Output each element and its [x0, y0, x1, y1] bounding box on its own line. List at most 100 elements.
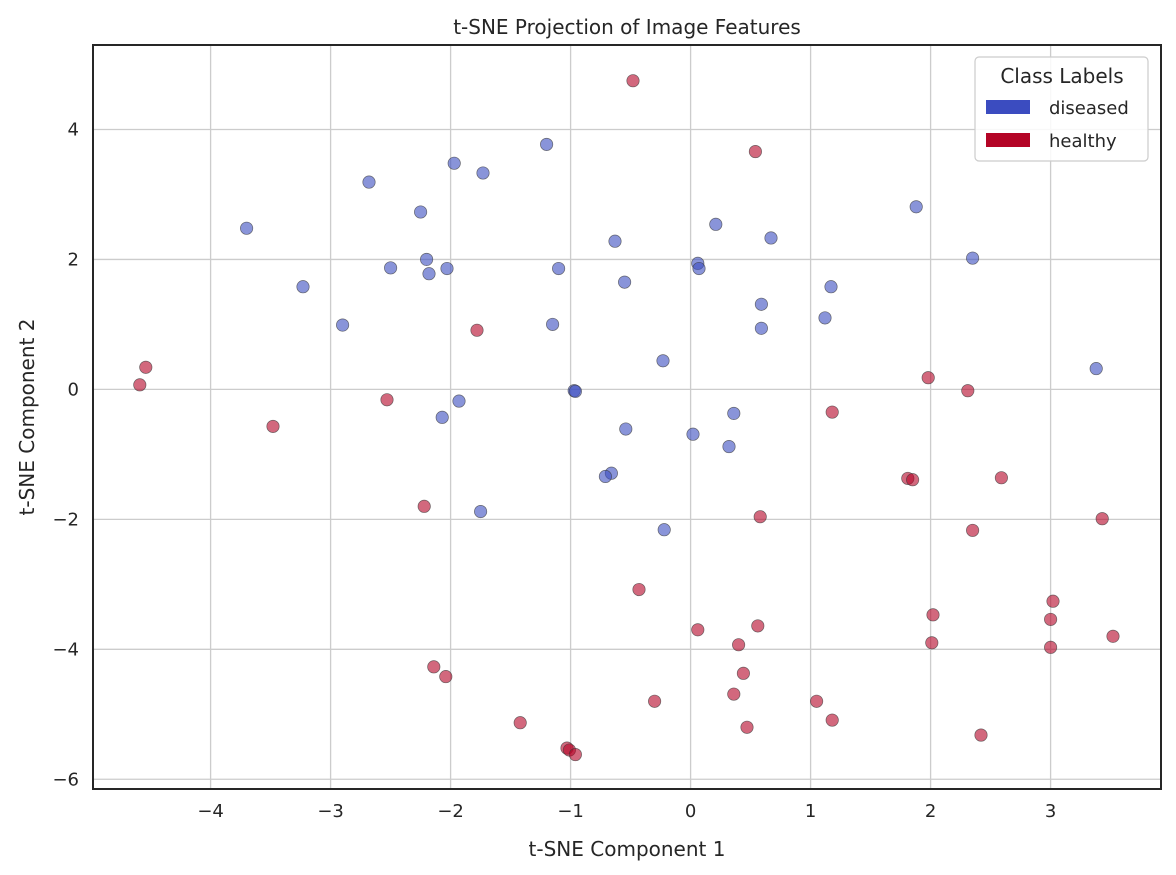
legend-swatch-diseased — [986, 100, 1030, 114]
chart-title: t-SNE Projection of Image Features — [453, 15, 801, 39]
scatter-point-diseased — [754, 321, 768, 335]
y-tick-label: 4 — [68, 119, 79, 140]
legend: Class Labels diseased healthy — [974, 56, 1149, 162]
scatter-point-healthy — [427, 660, 441, 674]
scatter-point-diseased — [384, 261, 398, 275]
scatter-point-healthy — [139, 360, 153, 374]
x-axis-label: t-SNE Component 1 — [529, 837, 726, 861]
x-tick-label: 3 — [1045, 801, 1056, 822]
scatter-point-healthy — [266, 419, 280, 433]
scatter-point-healthy — [470, 323, 484, 337]
scatter-point-diseased — [722, 440, 736, 454]
scatter-point-healthy — [439, 670, 453, 684]
scatter-point-diseased — [546, 317, 560, 331]
x-tick-label: 0 — [685, 801, 696, 822]
scatter-point-diseased — [362, 175, 376, 189]
scatter-point-diseased — [764, 231, 778, 245]
scatter-point-diseased — [824, 280, 838, 294]
scatter-point-healthy — [961, 384, 975, 398]
scatter-point-diseased — [909, 200, 923, 214]
x-tick-label: 1 — [805, 801, 816, 822]
x-tick-label: −1 — [557, 801, 584, 822]
scatter-point-diseased — [296, 280, 310, 294]
scatter-point-healthy — [1044, 640, 1058, 654]
scatter-point-healthy — [1095, 512, 1109, 526]
scatter-point-diseased — [598, 469, 612, 484]
scatter-point-diseased — [686, 427, 700, 441]
scatter-point-diseased — [727, 406, 741, 420]
legend-label-diseased: diseased — [1049, 98, 1129, 119]
y-tick-label: −4 — [52, 639, 79, 660]
scatter-point-healthy — [568, 748, 582, 762]
scatter-point-diseased — [540, 137, 554, 151]
scatter-point-diseased — [818, 311, 832, 325]
scatter-point-healthy — [740, 720, 754, 734]
x-tick-label: −3 — [317, 801, 344, 822]
scatter-point-diseased — [568, 384, 582, 398]
y-tick-labels: −6 −4 −2 0 2 4 — [52, 119, 79, 790]
scatter-point-healthy — [133, 378, 147, 392]
scatter-point-healthy — [994, 471, 1008, 485]
scatter-point-healthy — [966, 523, 980, 537]
x-tick-label: −2 — [437, 801, 464, 822]
scatter-point-diseased — [447, 156, 461, 170]
plot-frame — [92, 44, 1162, 790]
scatter-point-healthy — [513, 716, 527, 730]
scatter-points — [133, 74, 1120, 762]
scatter-point-diseased — [966, 251, 980, 265]
scatter-point-healthy — [925, 636, 939, 650]
scatter-point-diseased — [657, 523, 671, 537]
scatter-point-healthy — [921, 371, 935, 385]
scatter-point-diseased — [619, 422, 633, 436]
y-tick-label: 2 — [68, 249, 79, 270]
scatter-point-diseased — [656, 354, 670, 368]
scatter-point-healthy — [1044, 612, 1058, 626]
y-tick-label: −6 — [52, 769, 79, 790]
scatter-point-healthy — [906, 473, 920, 487]
scatter-point-healthy — [1046, 594, 1060, 608]
scatter-point-diseased — [474, 504, 488, 519]
scatter-point-diseased — [420, 252, 434, 266]
scatter-point-healthy — [417, 499, 431, 513]
scatter-point-diseased — [692, 261, 706, 276]
scatter-point-diseased — [552, 261, 566, 276]
y-tick-label: 0 — [68, 379, 79, 400]
grid-lines — [93, 45, 1161, 789]
scatter-point-diseased — [240, 221, 254, 235]
scatter-point-healthy — [727, 687, 741, 701]
scatter-point-healthy — [626, 74, 640, 88]
scatter-point-diseased — [754, 297, 768, 311]
scatter-point-healthy — [736, 666, 750, 680]
scatter-point-healthy — [380, 393, 394, 407]
x-tick-label: −4 — [197, 801, 224, 822]
scatter-point-diseased — [618, 275, 632, 289]
scatter-point-diseased — [422, 267, 436, 281]
scatter-point-diseased — [414, 205, 428, 219]
scatter-point-healthy — [691, 623, 705, 637]
scatter-point-healthy — [825, 405, 839, 419]
scatter-point-diseased — [608, 234, 622, 248]
scatter-point-diseased — [452, 394, 466, 408]
scatter-point-diseased — [435, 410, 449, 424]
legend-label-healthy: healthy — [1049, 131, 1117, 152]
legend-swatch-healthy — [986, 133, 1030, 147]
x-tick-labels: −4 −3 −2 −1 0 1 2 3 — [197, 801, 1056, 822]
legend-title: Class Labels — [1000, 64, 1123, 88]
scatter-point-diseased — [476, 166, 490, 180]
scatter-point-healthy — [748, 145, 762, 159]
scatter-point-healthy — [753, 510, 767, 524]
scatter-point-healthy — [648, 694, 662, 708]
y-tick-label: −2 — [52, 509, 79, 530]
scatter-point-healthy — [632, 582, 646, 597]
y-axis-label: t-SNE Component 2 — [15, 319, 39, 516]
scatter-point-diseased — [440, 261, 454, 276]
scatter-point-diseased — [336, 318, 350, 332]
scatter-point-diseased — [709, 217, 723, 231]
x-tick-label: 2 — [925, 801, 936, 822]
scatter-point-diseased — [1089, 362, 1103, 376]
scatter-point-healthy — [732, 638, 746, 652]
scatter-point-healthy — [751, 619, 765, 633]
scatter-point-healthy — [825, 713, 839, 727]
scatter-point-healthy — [926, 608, 940, 622]
